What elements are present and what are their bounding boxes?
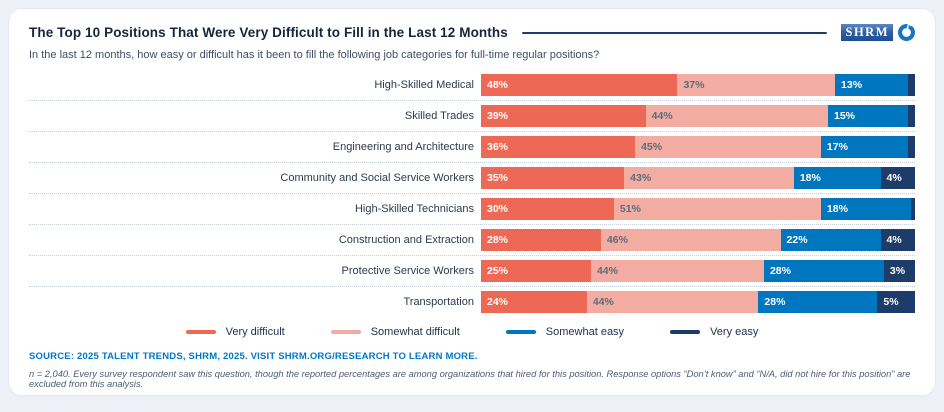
bar-track: 36% 45% 17%	[481, 136, 915, 158]
bar-segment: 39%	[481, 105, 646, 127]
bar-track: 48% 37% 13%	[481, 74, 915, 96]
bar-track: 28% 46% 22% 4%	[481, 229, 915, 251]
bar-segment: 28%	[758, 291, 878, 313]
legend-item: Very difficult	[185, 326, 285, 338]
bar-segment: 24%	[481, 291, 587, 313]
legend-label: Somewhat easy	[545, 326, 625, 338]
chart-legend: Very difficult Somewhat difficult Somewhat…	[29, 317, 915, 342]
header: The Top 10 Positions That Were Very Diff…	[29, 24, 915, 41]
bar-segment: 4%	[880, 167, 915, 189]
bar-segment: 30%	[481, 198, 614, 220]
shrm-logo: SHRM	[840, 24, 915, 41]
bar-segment: 5%	[877, 291, 915, 313]
chart-row: Protective Service Workers 25% 44% 28% 3%	[29, 255, 915, 286]
legend-swatch	[330, 330, 361, 334]
chart-row: High-Skilled Medical 48% 37% 13%	[29, 70, 915, 100]
bar-track: 25% 44% 28% 3%	[481, 260, 915, 282]
bar-segment: 22%	[780, 229, 881, 251]
bar-track: 30% 51% 18%	[481, 198, 915, 220]
chart-row: Construction and Extraction 28% 46% 22% 4%	[29, 224, 915, 255]
bar-segment: 25%	[481, 260, 591, 282]
chart-row: Community and Social Service Workers 35%…	[29, 162, 915, 193]
bar-segment	[911, 198, 915, 220]
category-label: Engineering and Architecture	[332, 141, 474, 153]
legend-label: Somewhat difficult	[370, 326, 460, 338]
bar-track: 39% 44% 15%	[481, 105, 915, 127]
bar-segment	[907, 74, 915, 96]
bar-segment: 28%	[481, 229, 601, 251]
bar-segment: 17%	[820, 136, 908, 158]
bar-segment: 18%	[820, 198, 912, 220]
bar-segment: 13%	[835, 74, 908, 96]
bar-segment: 4%	[880, 229, 915, 251]
chart-subtitle: In the last 12 months, how easy or diffi…	[29, 49, 600, 61]
bar-segment: 51%	[613, 198, 821, 220]
legend-swatch	[505, 330, 536, 334]
category-label: Community and Social Service Workers	[280, 172, 474, 184]
bar-segment: 28%	[763, 260, 884, 282]
category-label: Construction and Extraction	[338, 234, 474, 246]
legend-label: Very easy	[710, 326, 759, 338]
legend-item: Somewhat easy	[505, 326, 625, 338]
legend-swatch	[670, 330, 701, 334]
bar-segment: 44%	[590, 260, 764, 282]
bar-segment: 48%	[481, 74, 678, 96]
bar-segment: 36%	[481, 136, 636, 158]
bar-segment: 44%	[586, 291, 759, 313]
bar-segment: 46%	[600, 229, 781, 251]
legend-item: Very easy	[670, 326, 758, 338]
source-line: SOURCE: 2025 TALENT TRENDS, SHRM, 2025. …	[29, 351, 478, 362]
bar-segment: 43%	[624, 167, 794, 189]
bar-segment	[907, 136, 915, 158]
bar-segment: 18%	[793, 167, 881, 189]
footnote: n = 2,040. Every survey respondent saw t…	[29, 369, 911, 389]
legend-item: Somewhat difficult	[330, 326, 460, 338]
category-label: High-Skilled Technicians	[354, 203, 474, 215]
page-title: The Top 10 Positions That Were Very Diff…	[29, 25, 508, 40]
chart-row: Transportation 24% 44% 28% 5%	[29, 286, 915, 317]
category-label: Transportation	[403, 296, 474, 308]
chart-row: Engineering and Architecture 36% 45% 17%	[29, 131, 915, 162]
chart-card: The Top 10 Positions That Were Very Diff…	[8, 8, 936, 396]
bar-track: 24% 44% 28% 5%	[481, 291, 915, 313]
bar-track: 35% 43% 18% 4%	[481, 167, 915, 189]
bar-segment	[907, 105, 915, 127]
legend-label: Very difficult	[225, 326, 285, 338]
bar-segment: 44%	[645, 105, 828, 127]
bar-segment: 45%	[635, 136, 821, 158]
category-label: High-Skilled Medical	[374, 79, 474, 91]
category-label: Skilled Trades	[404, 110, 474, 122]
bar-segment: 3%	[883, 260, 915, 282]
shrm-globe-icon	[898, 24, 915, 41]
legend-swatch	[185, 330, 216, 334]
category-label: Protective Service Workers	[341, 265, 474, 277]
chart-rows: High-Skilled Medical 48% 37% 13% Skilled T…	[29, 70, 915, 317]
shrm-logo-wordmark: SHRM	[840, 24, 893, 41]
bar-segment: 35%	[481, 167, 625, 189]
chart-row: Skilled Trades 39% 44% 15%	[29, 100, 915, 131]
bar-segment: 37%	[677, 74, 836, 96]
title-divider-line	[521, 31, 827, 34]
chart-row: High-Skilled Technicians 30% 51% 18%	[29, 193, 915, 224]
bar-segment: 15%	[827, 105, 908, 127]
